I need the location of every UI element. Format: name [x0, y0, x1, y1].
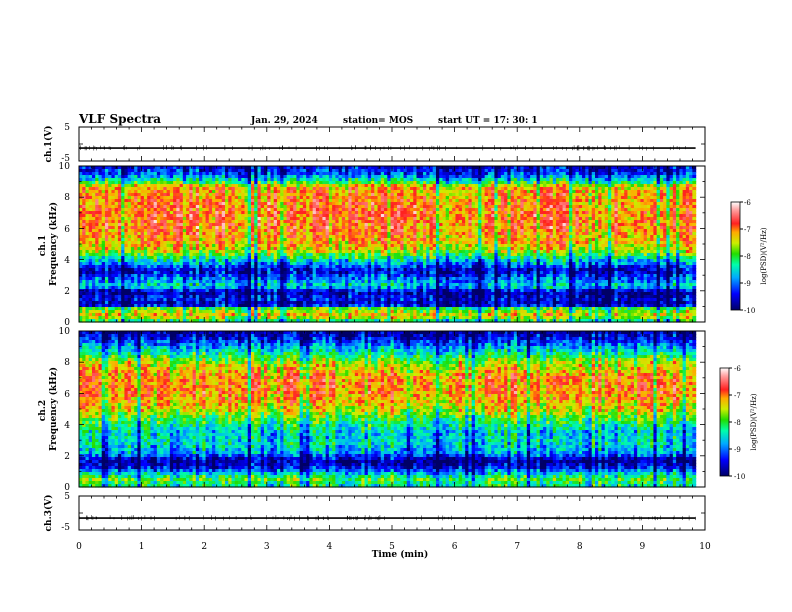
ch1-voltage-panel: 5 -5 ch.1(V): [43, 123, 705, 164]
header-start-time: start UT = 17: 30: 1: [438, 116, 538, 126]
header-station: station= MOS: [343, 116, 413, 126]
ch1-spectrogram-panel: 0 2 4 6 8 10 ch.1 Frequency (kHz) -6 -7 …: [38, 162, 768, 328]
ch1-voltage-ylabel: ch.1(V): [43, 126, 54, 163]
ch1-voltage-frame: [79, 127, 705, 161]
figure-title: VLF Spectra: [78, 112, 161, 126]
ch1-spectrogram-image: [79, 166, 696, 323]
vlf-spectra-figure: VLF Spectra Jan. 29, 2024 station= MOS s…: [0, 0, 792, 612]
header-date: Jan. 29, 2024: [250, 116, 318, 126]
ch1-ytick-top: 5: [64, 123, 70, 133]
